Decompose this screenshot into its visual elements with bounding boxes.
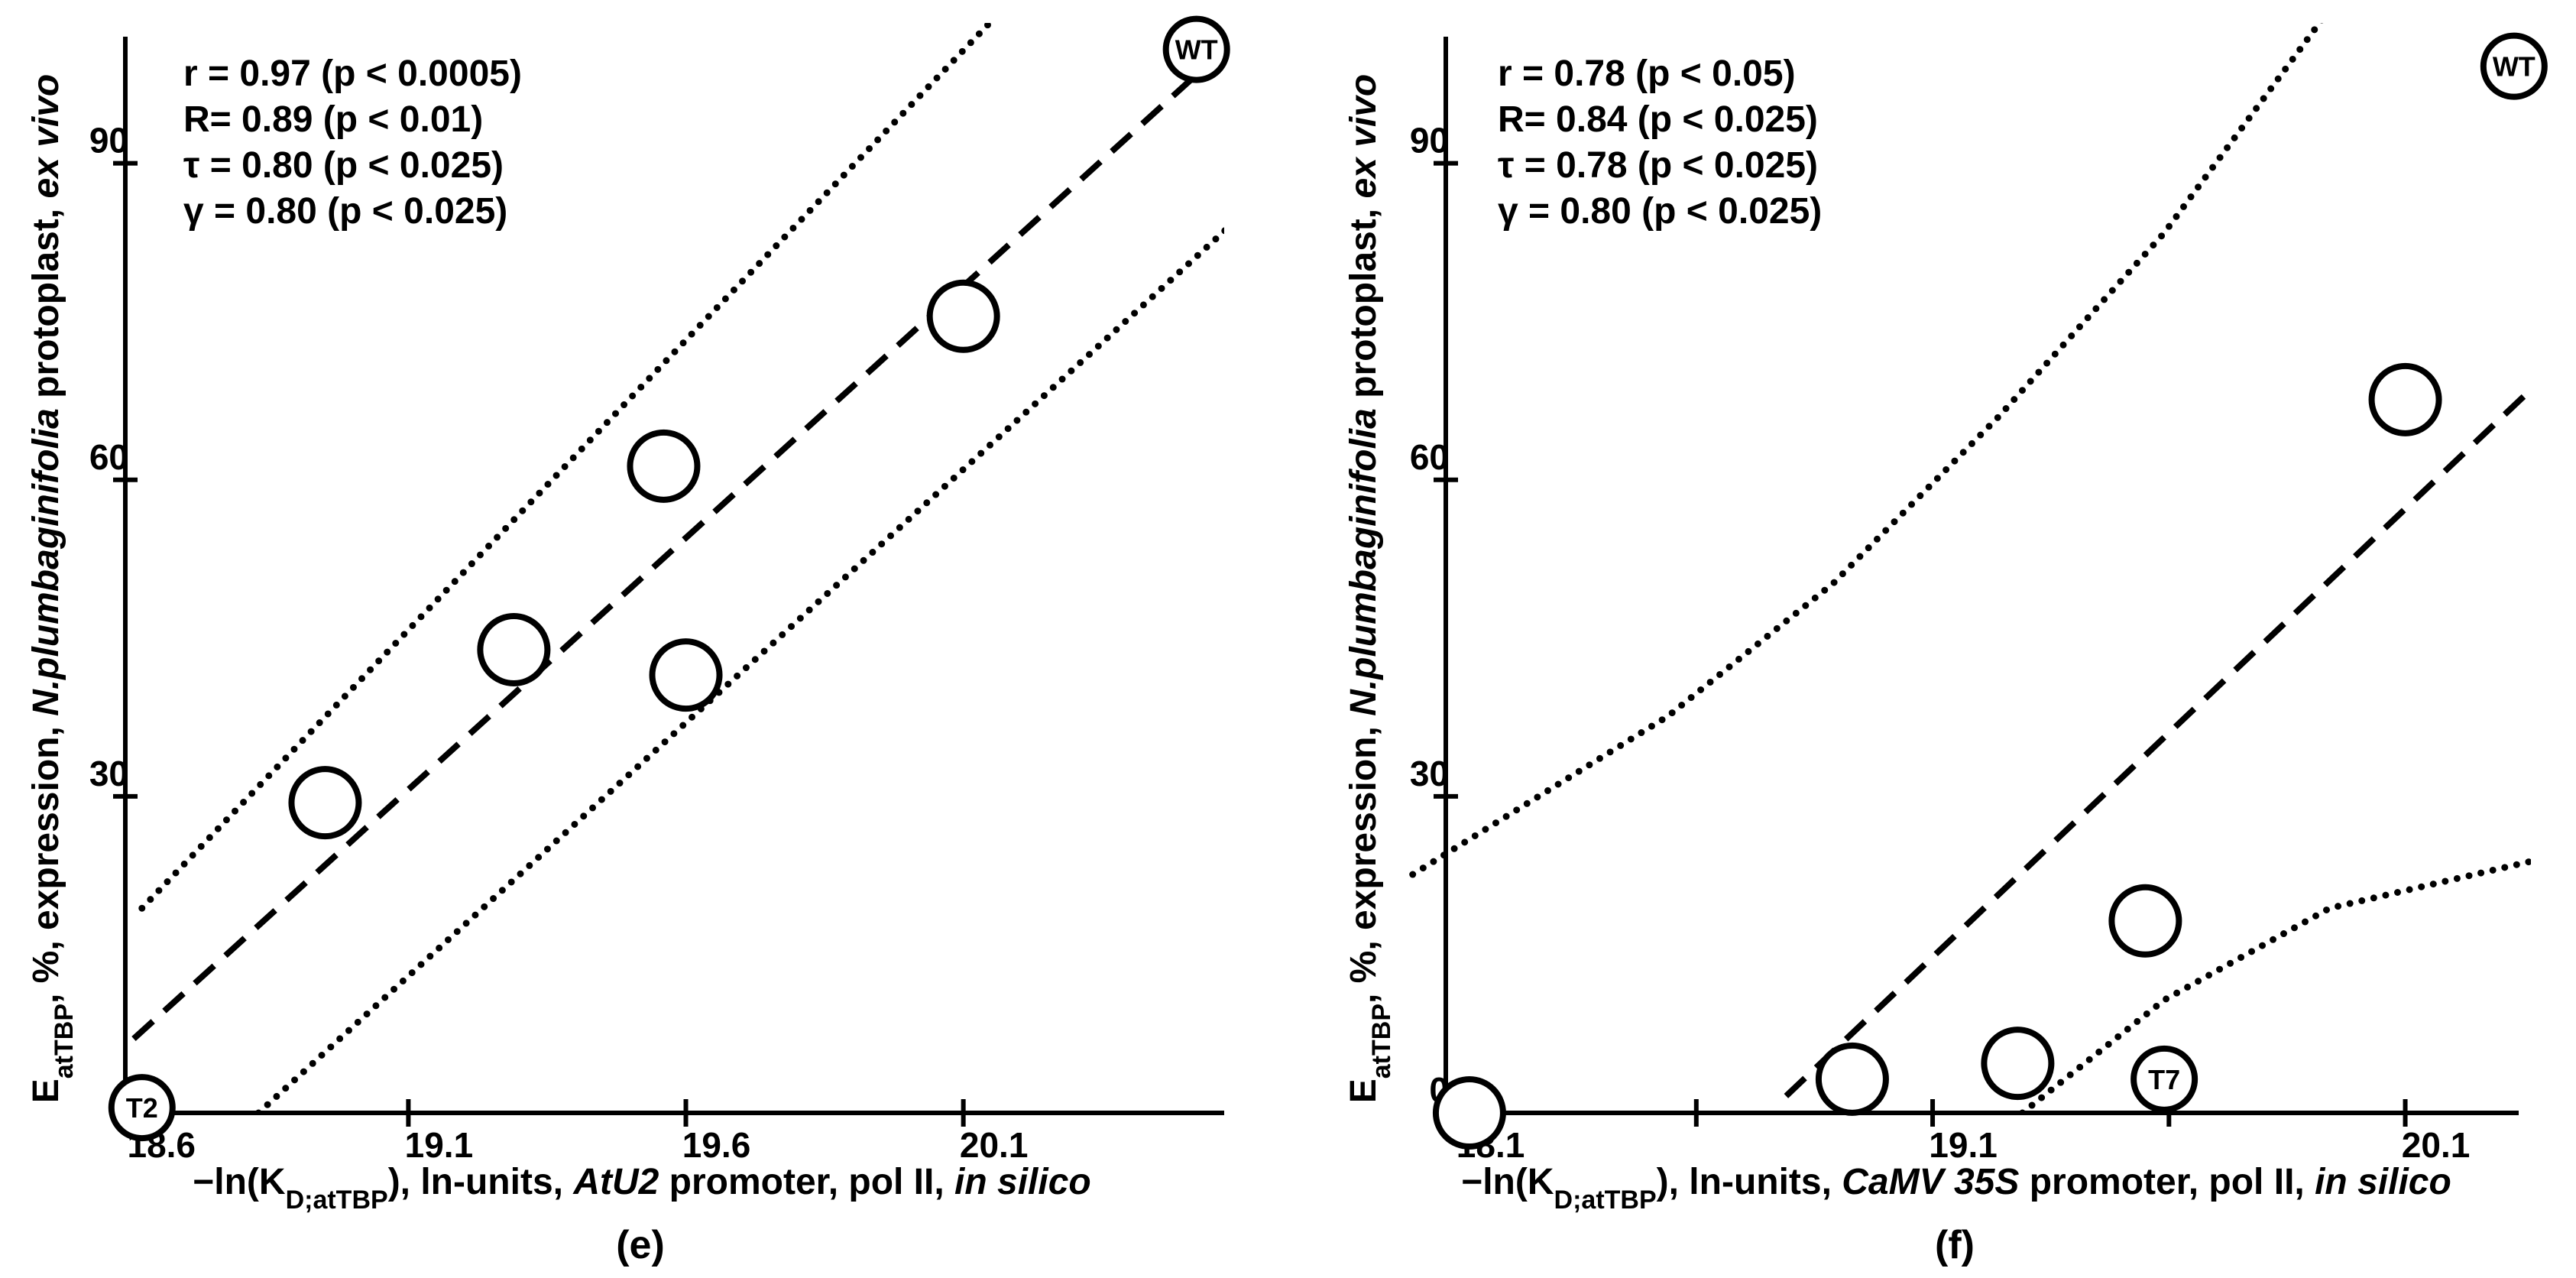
label-part: in silico [2315, 1162, 2451, 1202]
label-part: E [1343, 1079, 1384, 1103]
y-tick-label: 60 [89, 437, 128, 477]
point-label: WT [1175, 34, 1218, 66]
x-tick-label: 19.6 [682, 1125, 751, 1165]
data-point [1981, 1027, 2055, 1101]
fit-lines [125, 23, 1224, 1113]
y-axis-label: EatTBP, %, expression, N.plumbaginifolia… [26, 74, 79, 1104]
y-tick-label: 30 [89, 754, 128, 793]
label-part: AtU2 [572, 1162, 659, 1202]
y-tick-label: 60 [1410, 437, 1449, 477]
label-part: D;atTBP [286, 1186, 388, 1215]
data-point [2368, 362, 2442, 436]
data-point [926, 279, 1000, 353]
label-part: ), ln-units, [1657, 1162, 1842, 1202]
label-part: protoplast, [1343, 199, 1384, 409]
point-label: T7 [2148, 1064, 2180, 1095]
x-tick-label: 19.1 [405, 1125, 474, 1165]
data-point [2130, 1045, 2199, 1113]
label-part: ), ln-units, [388, 1162, 574, 1202]
label-part: promoter, pol II, [2019, 1162, 2315, 1202]
stat-annotation: R= 0.89 (p < 0.01) [183, 99, 483, 140]
data-point [2480, 32, 2548, 100]
label-part: , %, expression, [1343, 716, 1384, 1004]
label-part: CaMV 35S [1842, 1162, 2019, 1202]
y-tick-label: 90 [89, 121, 128, 161]
confidence-band [138, 23, 995, 912]
regression-line [1784, 385, 2531, 1098]
data-point [1815, 1042, 1889, 1116]
label-part: in silico [954, 1162, 1091, 1202]
x-tick-label: 20.1 [960, 1125, 1029, 1165]
label-part: ex vivo [1343, 74, 1384, 199]
label-part: D;atTBP [1554, 1186, 1657, 1215]
label-part: N.plumbaginifolia [26, 408, 66, 716]
data-point [2108, 884, 2182, 958]
label-part: −ln(K [1461, 1162, 1554, 1202]
stat-annotation: r = 0.97 (p < 0.0005) [183, 54, 522, 94]
stat-annotation: γ = 0.80 (p < 0.025) [1498, 191, 1822, 232]
confidence-band [2019, 858, 2531, 1113]
data-point [108, 1074, 176, 1142]
label-part: protoplast, [26, 199, 66, 409]
y-axis-label: EatTBP, %, expression, N.plumbaginifolia… [1343, 74, 1396, 1104]
x-axis-label: −ln(KD;atTBP), ln-units, CaMV 35S promot… [1461, 1162, 2451, 1215]
label-part: , %, expression, [26, 716, 66, 1004]
label-part: N.plumbaginifolia [1343, 408, 1384, 716]
label-part: atTBP [50, 1004, 79, 1079]
fit-lines [1409, 23, 2531, 1113]
stat-annotation: τ = 0.78 (p < 0.025) [1498, 145, 1818, 186]
stat-annotation: R= 0.84 (p < 0.025) [1498, 99, 1818, 140]
x-tick-label: 19.1 [1929, 1125, 1998, 1165]
data-point [649, 638, 723, 712]
data-point [1432, 1076, 1506, 1150]
y-tick-label: 30 [1410, 754, 1449, 793]
x-axis-label: −ln(KD;atTBP), ln-units, AtU2 promoter, … [193, 1162, 1091, 1215]
data-point [477, 613, 551, 687]
x-tick-label: 20.1 [2402, 1125, 2471, 1165]
label-part: promoter, pol II, [659, 1162, 954, 1202]
label-part: −ln(K [193, 1162, 286, 1202]
data-point [288, 766, 362, 840]
label-part: atTBP [1367, 1004, 1396, 1079]
data-point [627, 429, 701, 503]
panel-label: (f) [1935, 1223, 1975, 1267]
confidence-band [254, 226, 1224, 1113]
label-part: ex vivo [26, 74, 66, 199]
panel-label: (e) [616, 1223, 665, 1267]
point-label: T2 [126, 1092, 158, 1124]
confidence-band [1409, 23, 2324, 878]
data-point [1162, 15, 1230, 83]
stat-annotation: r = 0.78 (p < 0.05) [1498, 54, 1796, 94]
stat-annotation: τ = 0.80 (p < 0.025) [183, 145, 504, 186]
stat-annotation: γ = 0.80 (p < 0.025) [183, 191, 507, 232]
point-label: WT [2493, 51, 2535, 83]
label-part: E [26, 1079, 66, 1103]
y-tick-label: 90 [1410, 121, 1449, 161]
